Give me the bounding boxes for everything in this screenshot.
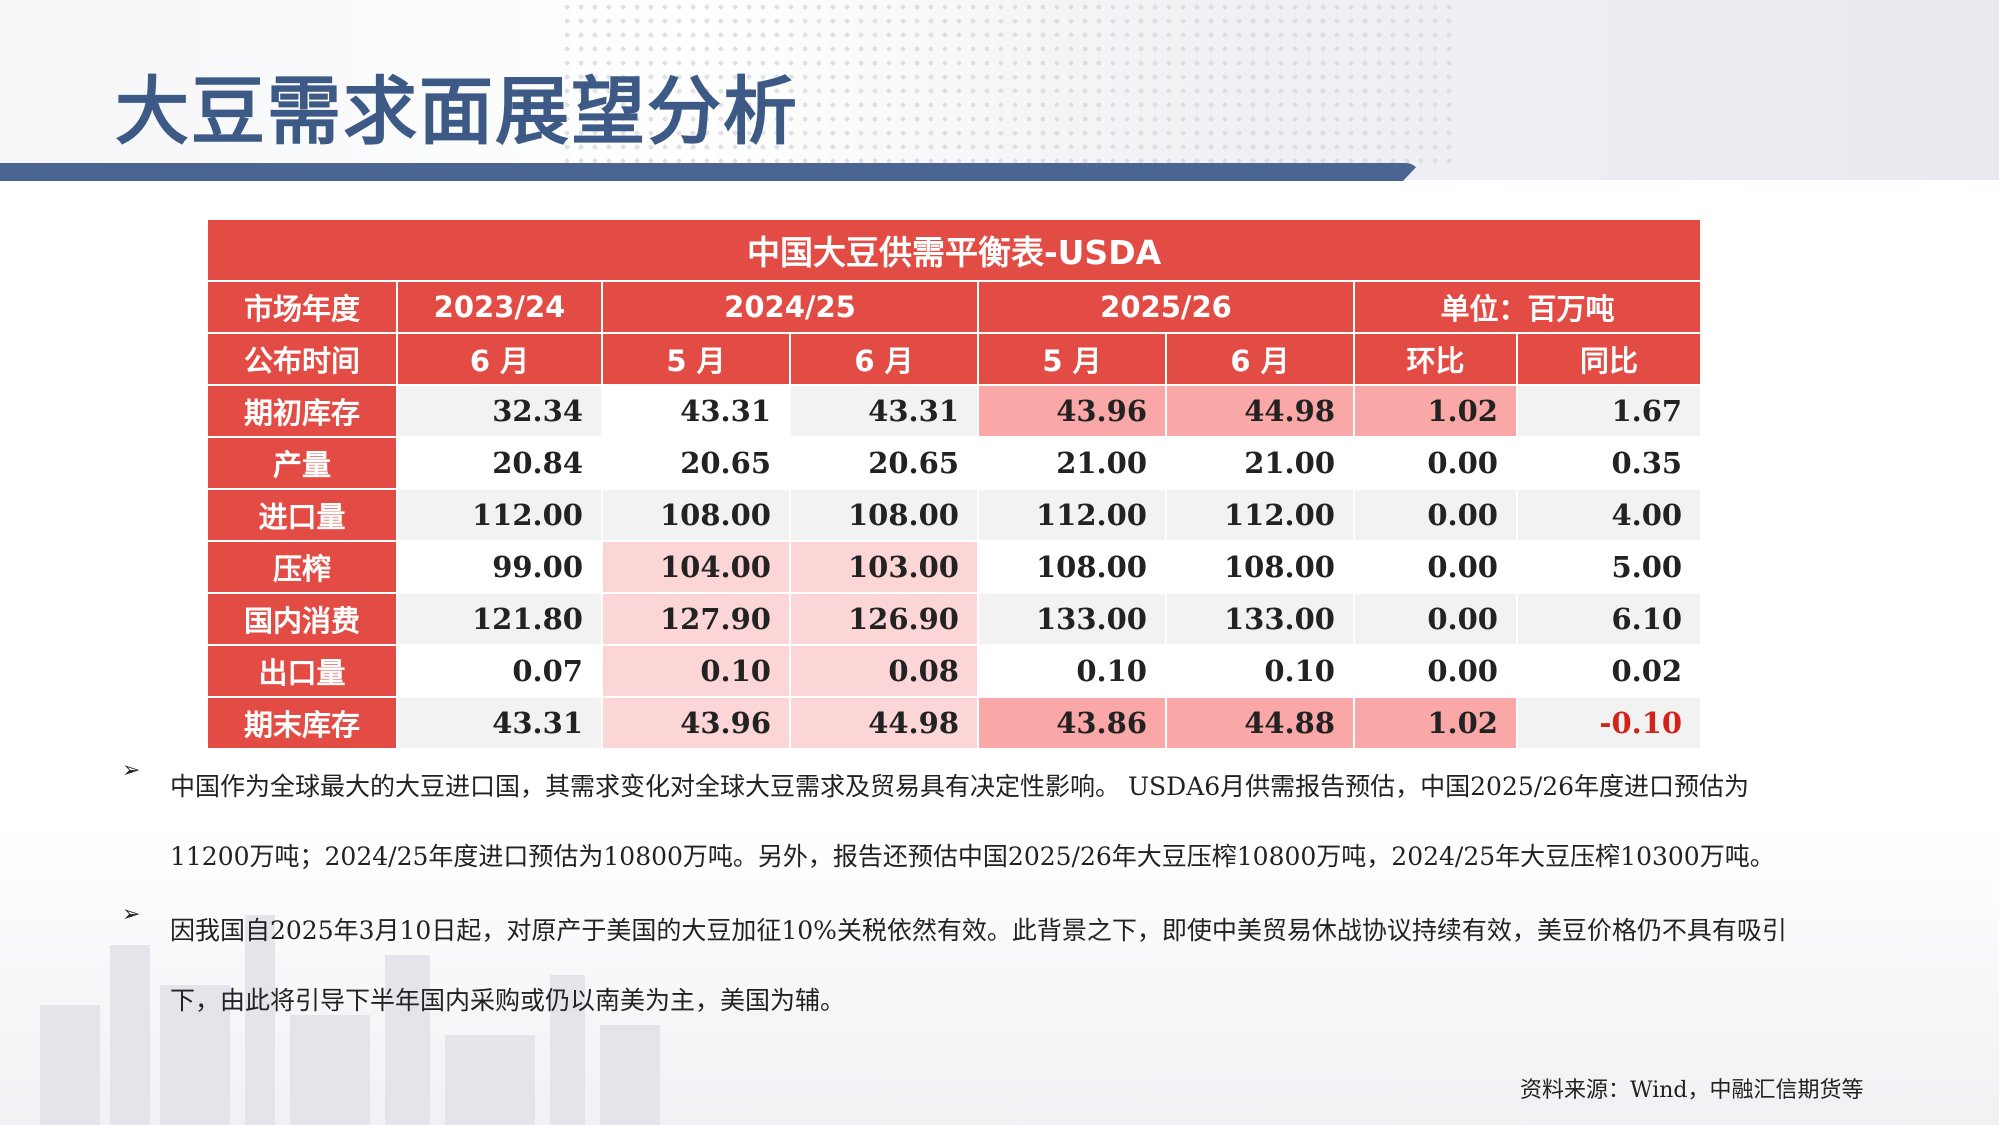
table-cell: 127.90 [601,592,791,646]
table-cell: 0.08 [789,644,979,698]
bullet-item: ➢ 中国作为全球最大的大豆进口国，其需求变化对全球大豆需求及贸易具有决定性影响。… [120,752,1800,892]
table-cell: 43.96 [601,696,791,750]
table-row: 压榨 99.00 104.00 103.00 108.00 108.00 0.0… [206,540,1703,594]
table-cell: 1.67 [1515,384,1703,438]
row-label: 期末库存 [206,696,398,750]
table-cell: 32.34 [396,384,603,438]
table-cell: 126.90 [789,592,979,646]
header-year-2024: 2024/25 [601,280,979,334]
table-cell: 0.00 [1353,592,1518,646]
header-yoy: 同比 [1515,332,1703,386]
table-cell: 0.10 [601,644,791,698]
table-cell: 4.00 [1515,488,1703,542]
row-label: 压榨 [206,540,398,594]
table-caption: 中国大豆供需平衡表-USDA [205,218,1703,282]
header-year-2023: 2023/24 [396,280,603,334]
page-title: 大豆需求面展望分析 [115,69,799,155]
header-publish-col: 5 月 [977,332,1167,386]
header-publish-col: 6 月 [1165,332,1355,386]
table-cell: 103.00 [789,540,979,594]
table-row: 出口量 0.07 0.10 0.08 0.10 0.10 0.00 0.02 [206,644,1703,698]
table-cell: 6.10 [1515,592,1703,646]
header-publish-col: 6 月 [396,332,603,386]
bullet-text: 中国作为全球最大的大豆进口国，其需求变化对全球大豆需求及贸易具有决定性影响。 U… [170,772,1775,871]
header-publish-col: 6 月 [789,332,979,386]
row-label: 产量 [206,436,398,490]
table-cell: 108.00 [789,488,979,542]
bullet-item: ➢ 因我国自2025年3月10日起，对原产于美国的大豆加征10%关税依然有效。此… [120,896,1800,1036]
row-label: 进口量 [206,488,398,542]
table-cell: 108.00 [1165,540,1355,594]
table-row: 产量 20.84 20.65 20.65 21.00 21.00 0.00 0.… [206,436,1703,490]
table-cell: 44.98 [789,696,979,750]
row-label: 期初库存 [206,384,398,438]
table-cell: 43.31 [396,696,603,750]
table-cell: 0.10 [977,644,1167,698]
table-row: 进口量 112.00 108.00 108.00 112.00 112.00 0… [206,488,1703,542]
header-unit: 单位：百万吨 [1352,280,1703,334]
table-cell: 0.02 [1515,644,1703,698]
table-cell: 43.96 [977,384,1167,438]
table-cell: 104.00 [601,540,791,594]
header-market-year-label: 市场年度 [206,280,398,334]
table-row: 国内消费 121.80 127.90 126.90 133.00 133.00 … [206,592,1703,646]
table-cell: 0.35 [1515,436,1703,490]
table-cell: 43.86 [977,696,1167,750]
header-publish-col: 5 月 [601,332,791,386]
table-cell: 0.00 [1353,488,1518,542]
table-cell: 21.00 [977,436,1167,490]
bullet-list: ➢ 中国作为全球最大的大豆进口国，其需求变化对全球大豆需求及贸易具有决定性影响。… [120,752,1800,1036]
table-cell: 5.00 [1515,540,1703,594]
table-cell: 44.98 [1165,384,1355,438]
table-cell: 43.31 [789,384,979,438]
table-cell: 0.10 [1165,644,1355,698]
table-cell: 1.02 [1353,384,1518,438]
arrow-bullet-icon: ➢ [122,902,141,927]
table-cell: 0.07 [396,644,603,698]
table-cell: 133.00 [1165,592,1355,646]
supply-demand-table: 中国大豆供需平衡表-USDA 市场年度 2023/24 2024/25 2025… [205,218,1703,750]
row-label: 出口量 [206,644,398,698]
table-cell: 20.84 [396,436,603,490]
table-cell: 0.00 [1353,644,1518,698]
table-cell: 20.65 [789,436,979,490]
table-cell: 44.88 [1165,696,1355,750]
table-cell: 21.00 [1165,436,1355,490]
header-year-2025: 2025/26 [977,280,1355,334]
table-cell: 112.00 [1165,488,1355,542]
table-cell: 0.00 [1353,436,1518,490]
supply-demand-table-frame: 中国大豆供需平衡表-USDA 市场年度 2023/24 2024/25 2025… [194,208,1712,750]
table-cell: 121.80 [396,592,603,646]
table-cell: 20.65 [601,436,791,490]
table-cell: 43.31 [601,384,791,438]
world-map-dots-decoration [560,0,1460,170]
table-cell: 108.00 [601,488,791,542]
table-cell: 108.00 [977,540,1167,594]
arrow-bullet-icon: ➢ [122,758,141,783]
table-cell: 99.00 [396,540,603,594]
title-underline-bar [0,163,1420,181]
table-cell: 1.02 [1353,696,1518,750]
table-row: 期初库存 32.34 43.31 43.31 43.96 44.98 1.02 … [206,384,1703,438]
table-cell: 112.00 [396,488,603,542]
table-cell: 0.00 [1353,540,1518,594]
bullet-text: 因我国自2025年3月10日起，对原产于美国的大豆加征10%关税依然有效。此背景… [170,916,1787,1015]
source-note: 资料来源：Wind，中融汇信期货等 [1520,1078,1864,1103]
table-cell: 112.00 [977,488,1167,542]
table-cell: 133.00 [977,592,1167,646]
header-mom: 环比 [1353,332,1518,386]
city-skyline-decoration [0,825,1999,1125]
table-row: 期末库存 43.31 43.96 44.98 43.86 44.88 1.02 … [206,696,1703,750]
table-cell-negative: -0.10 [1515,696,1703,750]
row-label: 国内消费 [206,592,398,646]
header-publish-label: 公布时间 [206,332,398,386]
